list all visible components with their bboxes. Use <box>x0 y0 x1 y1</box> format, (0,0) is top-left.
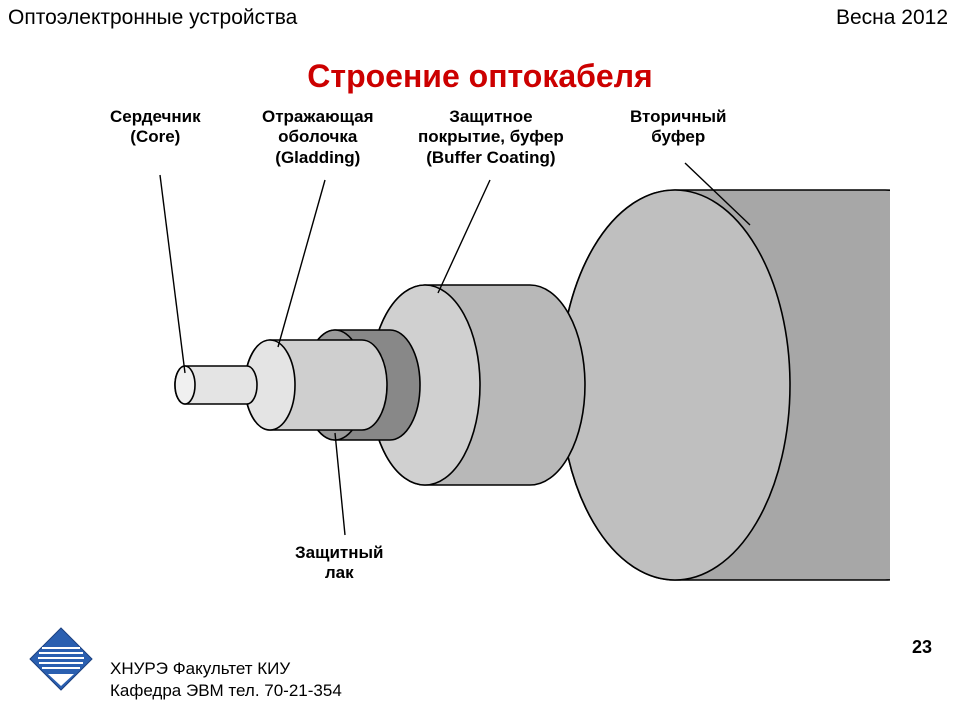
label-varnish: Защитный лак <box>295 543 383 584</box>
label-core: Сердечник (Core) <box>110 107 201 148</box>
footer-line1: ХНУРЭ Факультет КИУ <box>110 658 342 680</box>
slide-title: Строение оптокабеля <box>0 58 960 95</box>
label-buffer: Защитное покрытие, буфер (Buffer Coating… <box>418 107 564 168</box>
cable-diagram: Сердечник (Core) Отражающая оболочка (Gl… <box>90 95 890 615</box>
footer-line2: Кафедра ЭВМ тел. 70-21-354 <box>110 680 342 702</box>
university-logo-icon <box>28 626 94 692</box>
footer-text: ХНУРЭ Факультет КИУ Кафедра ЭВМ тел. 70-… <box>110 658 342 702</box>
header-course: Оптоэлектронные устройства <box>8 6 297 30</box>
label-secondary: Вторичный буфер <box>630 107 726 148</box>
header-term: Весна 2012 <box>836 6 948 30</box>
page-number: 23 <box>912 637 932 658</box>
label-cladding: Отражающая оболочка (Gladding) <box>262 107 374 168</box>
